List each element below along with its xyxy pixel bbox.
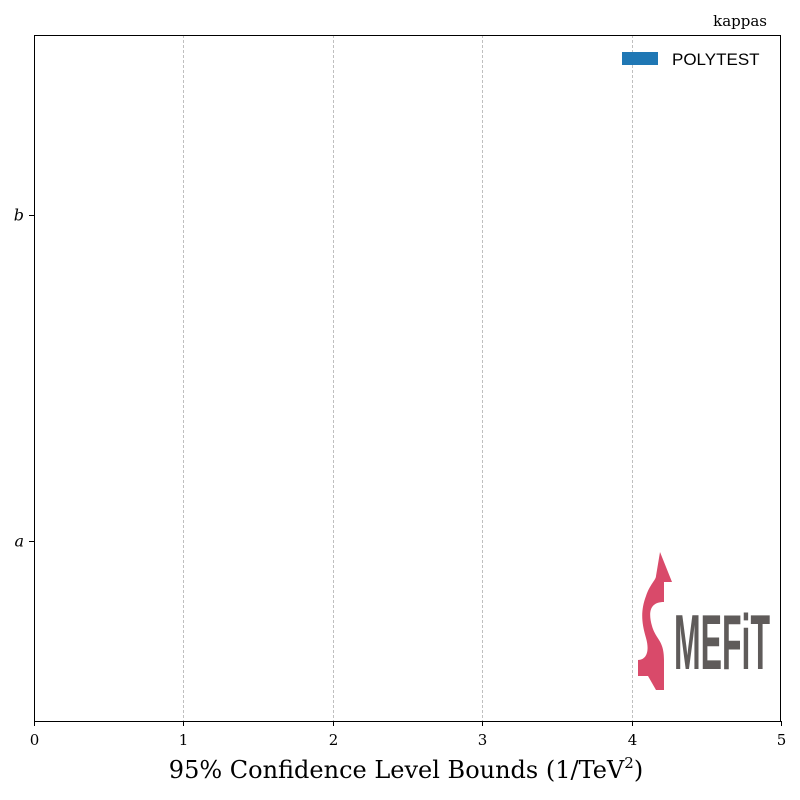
- smefit-logo: MEFiT: [638, 552, 770, 690]
- x-axis-title-tail: ): [634, 756, 643, 784]
- x-tick-label: 3: [478, 731, 488, 749]
- x-axis-title-main: 95% Confidence Level Bounds (1/TeV: [169, 756, 625, 784]
- y-ticks: ab: [14, 206, 34, 551]
- x-ticks: 0 1 2 3 4 5: [30, 721, 787, 749]
- x-tick-label: 1: [179, 731, 189, 749]
- y-tick-label: a: [14, 532, 24, 551]
- legend-swatch: [622, 52, 658, 65]
- x-axis-title: 95% Confidence Level Bounds (1/TeV2): [169, 754, 643, 784]
- corner-label: kappas: [713, 12, 767, 30]
- y-tick-label: b: [14, 206, 24, 225]
- x-tick-label: 4: [628, 731, 638, 749]
- logo-mark: [638, 552, 672, 690]
- legend: POLYTEST: [622, 50, 760, 69]
- x-tick-label: 5: [777, 731, 787, 749]
- logo-text: MEFiT: [674, 598, 770, 686]
- x-tick-label: 2: [329, 731, 339, 749]
- x-tick-label: 0: [30, 731, 40, 749]
- grid-lines: [183, 35, 633, 721]
- x-axis-title-sup: 2: [624, 754, 634, 772]
- legend-label: POLYTEST: [672, 50, 760, 69]
- plot-frame: [34, 35, 781, 722]
